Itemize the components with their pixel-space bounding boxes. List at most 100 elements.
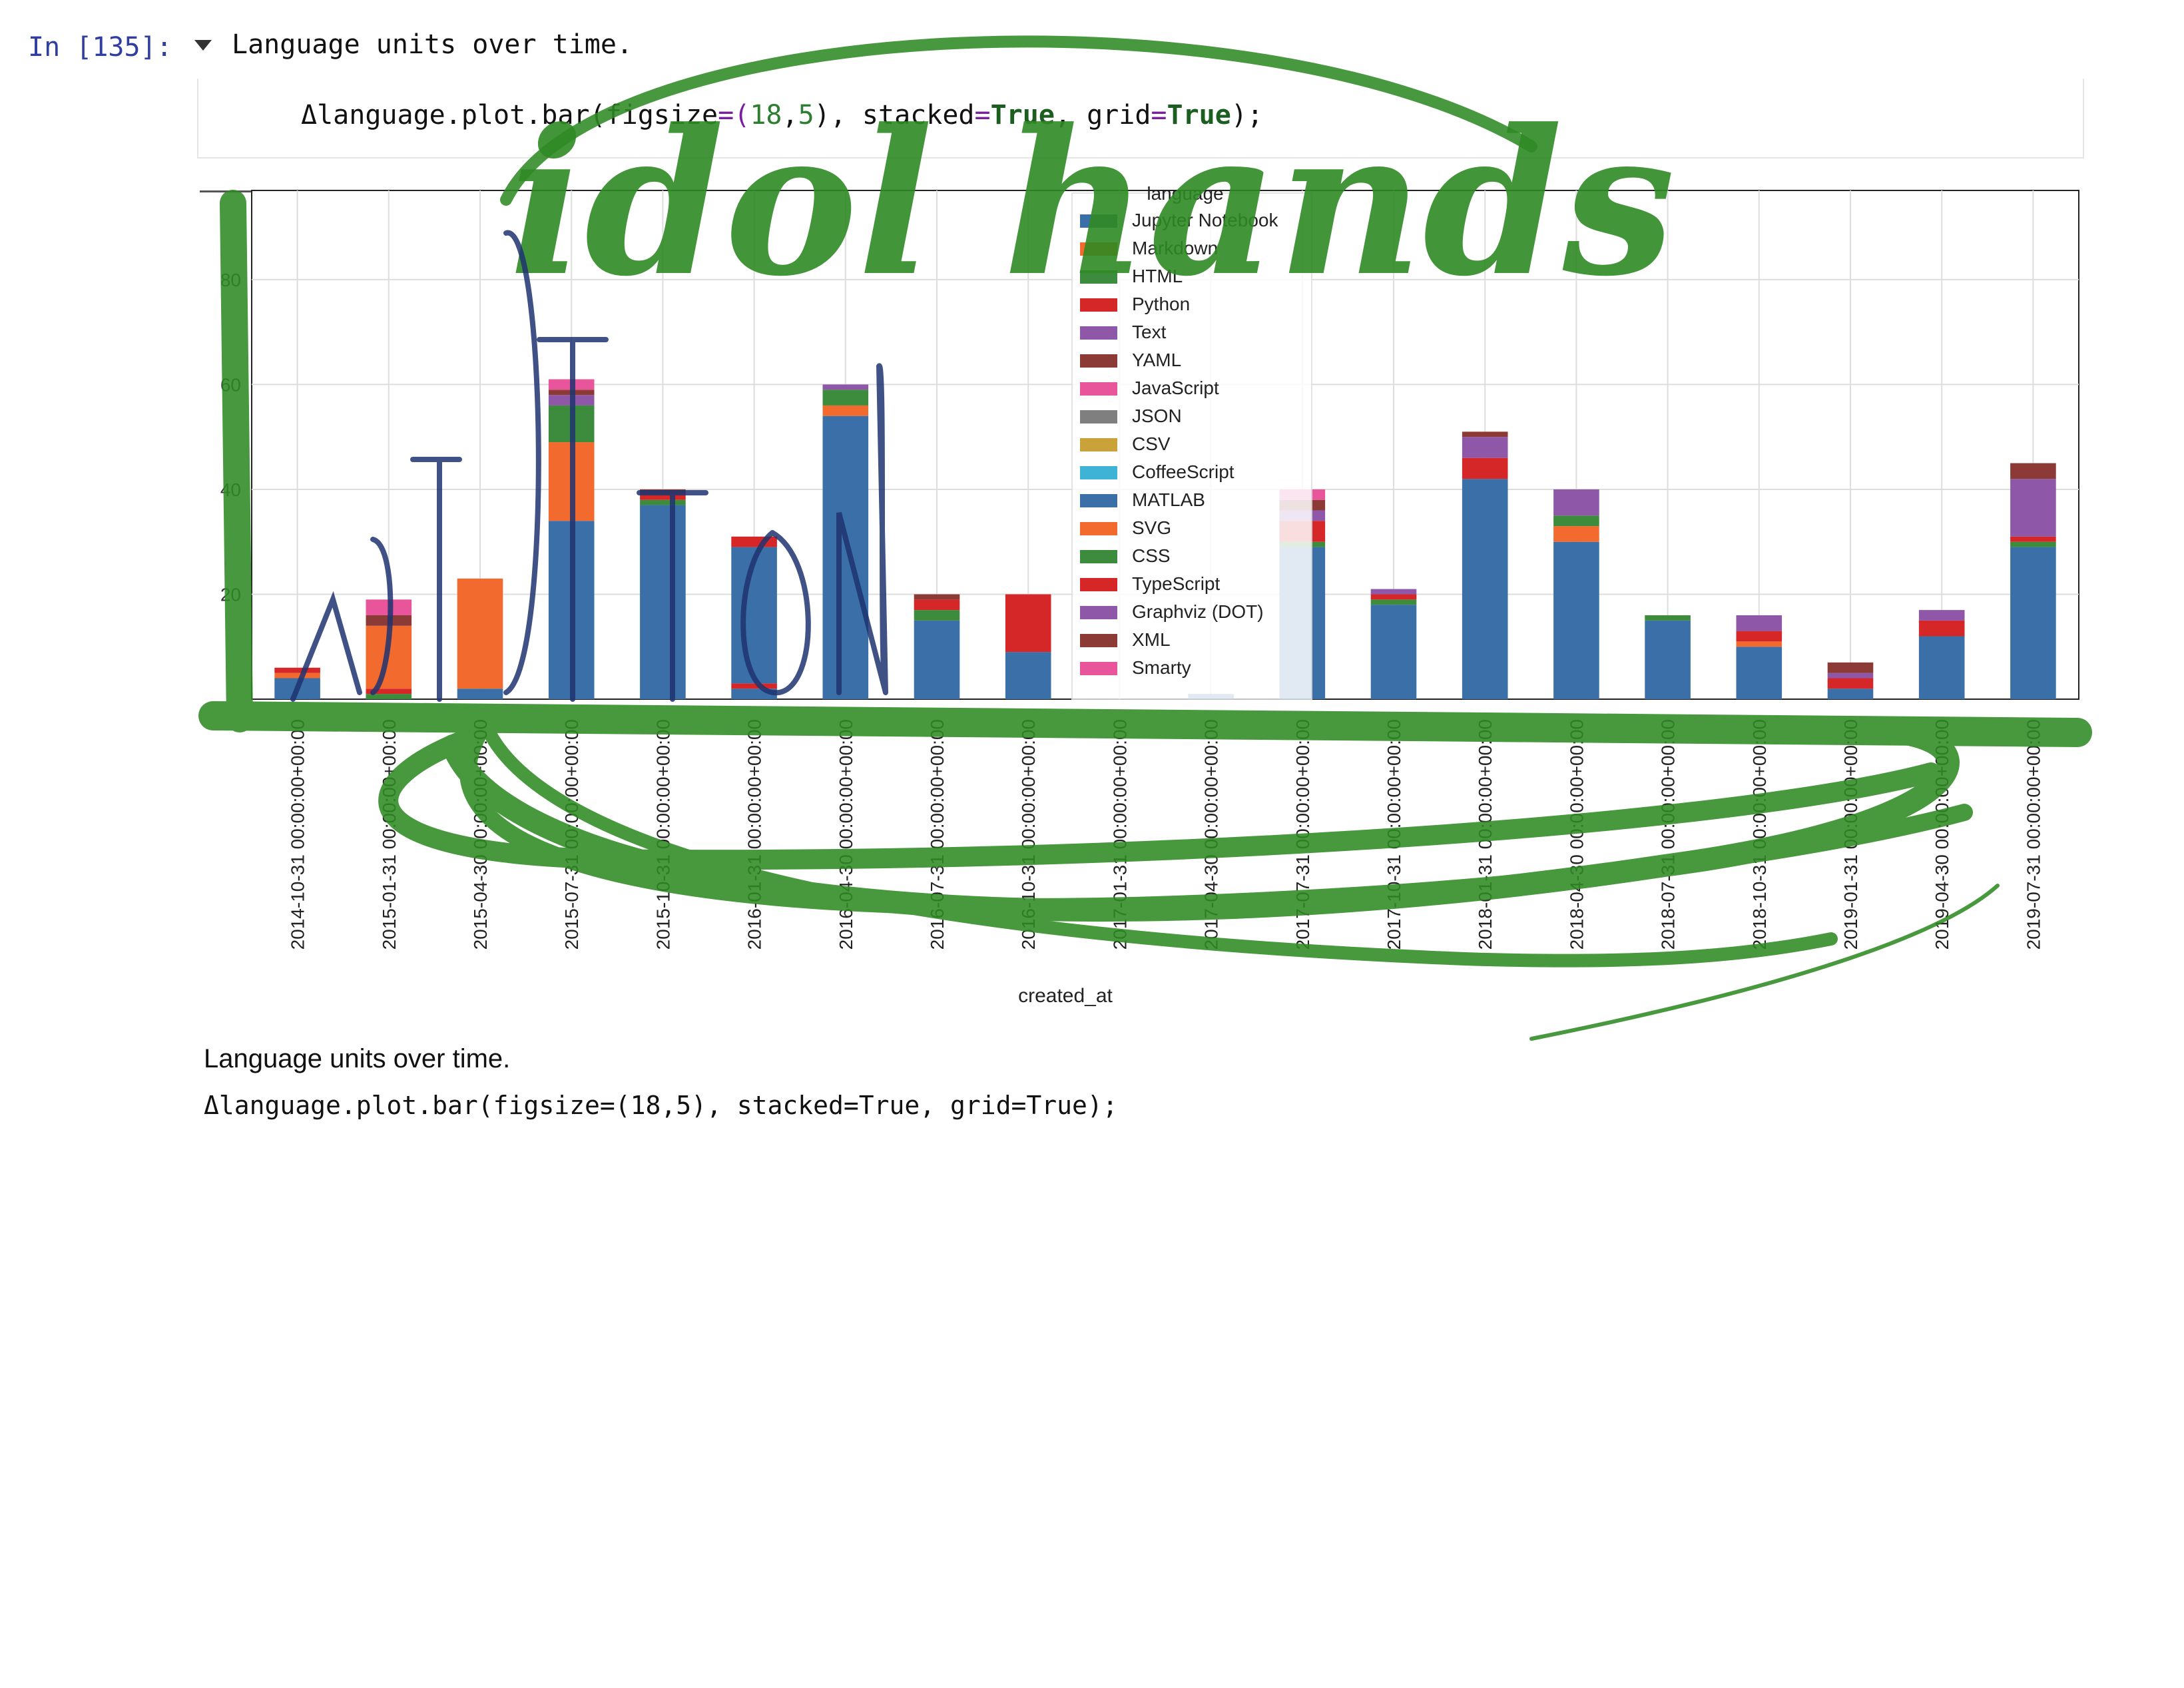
bar-segment bbox=[1005, 652, 1051, 699]
bar-segment bbox=[1370, 605, 1417, 699]
bar-segment bbox=[731, 547, 777, 684]
bar-segment bbox=[1370, 594, 1417, 600]
legend-swatch bbox=[1080, 550, 1117, 563]
bar-segment bbox=[1462, 431, 1508, 437]
legend-swatch bbox=[1080, 382, 1117, 396]
bar-segment bbox=[822, 384, 869, 390]
x-tick-label: 2016-10-31 00:00:00+00:00 bbox=[1018, 719, 1039, 950]
legend-swatch bbox=[1080, 214, 1117, 228]
bar-segment bbox=[1918, 636, 1965, 699]
bar-segment bbox=[366, 694, 412, 699]
bar-segment bbox=[1736, 631, 1782, 642]
bar-segment bbox=[2010, 536, 2056, 542]
x-tick-label: 2017-07-31 00:00:00+00:00 bbox=[1292, 719, 1313, 950]
x-tick-label: 2015-01-31 00:00:00+00:00 bbox=[379, 719, 400, 950]
x-tick-label: 2019-01-31 00:00:00+00:00 bbox=[1840, 719, 1861, 950]
bar-segment bbox=[274, 667, 320, 673]
x-tick-label: 2019-04-30 00:00:00+00:00 bbox=[1932, 719, 1952, 950]
y-tick-label: 80 bbox=[220, 270, 241, 290]
legend-label: CSS bbox=[1132, 545, 1171, 566]
bar-segment bbox=[2010, 547, 2056, 699]
x-tick-label: 2014-10-31 00:00:00+00:00 bbox=[288, 719, 308, 950]
bar-segment bbox=[1645, 620, 1691, 699]
bar-segment bbox=[640, 494, 686, 500]
x-tick-label: 2016-07-31 00:00:00+00:00 bbox=[927, 719, 948, 950]
bar-segment bbox=[548, 395, 595, 406]
x-tick-label: 2018-04-30 00:00:00+00:00 bbox=[1566, 719, 1587, 950]
legend-swatch bbox=[1080, 298, 1117, 312]
legend-label: Smarty bbox=[1132, 657, 1191, 678]
bar-segment bbox=[822, 405, 869, 416]
legend-swatch bbox=[1080, 270, 1117, 284]
x-tick-label: 2015-04-30 00:00:00+00:00 bbox=[470, 719, 491, 950]
x-tick-label: 2015-10-31 00:00:00+00:00 bbox=[653, 719, 673, 950]
output-description: Language units over time. bbox=[204, 1044, 511, 1073]
bar-segment bbox=[1462, 457, 1508, 479]
legend-label: TypeScript bbox=[1132, 573, 1220, 594]
bar-segment bbox=[548, 405, 595, 443]
bar-segment bbox=[366, 689, 412, 695]
legend-label: Text bbox=[1132, 322, 1167, 342]
bar-segment bbox=[822, 390, 869, 406]
bar-segment bbox=[731, 689, 777, 699]
bar-segment bbox=[2010, 479, 2056, 537]
x-tick-label: 2016-04-30 00:00:00+00:00 bbox=[836, 719, 856, 950]
cell-prompt: In [135]: bbox=[28, 32, 172, 63]
bar-segment bbox=[731, 683, 777, 689]
bar-segment bbox=[366, 599, 412, 615]
legend-label: Graphviz (DOT) bbox=[1132, 601, 1264, 622]
legend-label: JSON bbox=[1132, 406, 1182, 426]
bar-segment bbox=[548, 379, 595, 390]
legend-label: HTML bbox=[1132, 266, 1183, 286]
legend-label: Jupyter Notebook bbox=[1132, 210, 1278, 230]
bar-segment bbox=[548, 442, 595, 521]
bar-segment bbox=[640, 505, 686, 699]
bar-segment bbox=[1462, 437, 1508, 458]
bar-segment bbox=[1827, 673, 1874, 679]
legend-swatch bbox=[1080, 410, 1117, 423]
x-tick-label: 2017-04-30 00:00:00+00:00 bbox=[1201, 719, 1222, 950]
x-tick-label: 2017-10-31 00:00:00+00:00 bbox=[1384, 719, 1404, 950]
legend-label: XML bbox=[1132, 629, 1171, 650]
bar-segment bbox=[1827, 662, 1874, 673]
bar-segment bbox=[366, 615, 412, 626]
legend-swatch bbox=[1080, 578, 1117, 591]
legend-label: MATLAB bbox=[1132, 489, 1205, 510]
bar-segment bbox=[2010, 541, 2056, 547]
legend-swatch bbox=[1080, 634, 1117, 647]
bar-segment bbox=[1370, 589, 1417, 595]
bar-segment bbox=[1736, 641, 1782, 647]
legend-label: CSV bbox=[1132, 433, 1171, 454]
legend-label: JavaScript bbox=[1132, 378, 1219, 398]
bar-segment bbox=[914, 620, 960, 699]
bar-segment bbox=[1736, 615, 1782, 631]
bar-segment bbox=[1553, 489, 1599, 516]
bar-segment bbox=[548, 390, 595, 396]
legend-swatch bbox=[1080, 662, 1117, 675]
bar-segment bbox=[274, 673, 320, 679]
bar-segment bbox=[1736, 647, 1782, 699]
x-axis-label: created_at bbox=[1018, 985, 1113, 1007]
x-tick-label: 2018-07-31 00:00:00+00:00 bbox=[1658, 719, 1679, 950]
legend-title: language bbox=[1147, 183, 1223, 204]
bar-segment bbox=[366, 625, 412, 689]
y-tick-label: 20 bbox=[220, 584, 241, 605]
bar-segment bbox=[548, 521, 595, 699]
collapse-toggle-icon[interactable] bbox=[194, 40, 212, 51]
legend-label: YAML bbox=[1132, 350, 1181, 370]
bar-segment bbox=[640, 489, 686, 495]
bar-segment bbox=[1553, 541, 1599, 699]
bar-segment bbox=[1553, 526, 1599, 542]
bar-segment bbox=[914, 610, 960, 621]
bar-segment bbox=[457, 689, 503, 699]
legend-swatch bbox=[1080, 438, 1117, 451]
legend-label: Python bbox=[1132, 294, 1190, 314]
legend-swatch bbox=[1080, 466, 1117, 479]
bar-segment bbox=[914, 594, 960, 600]
legend-swatch bbox=[1080, 522, 1117, 535]
legend-swatch bbox=[1080, 242, 1117, 256]
bar-segment bbox=[1005, 594, 1051, 653]
bar-segment bbox=[1553, 515, 1599, 527]
bar-segment bbox=[457, 578, 503, 689]
bar-segment bbox=[1462, 479, 1508, 699]
